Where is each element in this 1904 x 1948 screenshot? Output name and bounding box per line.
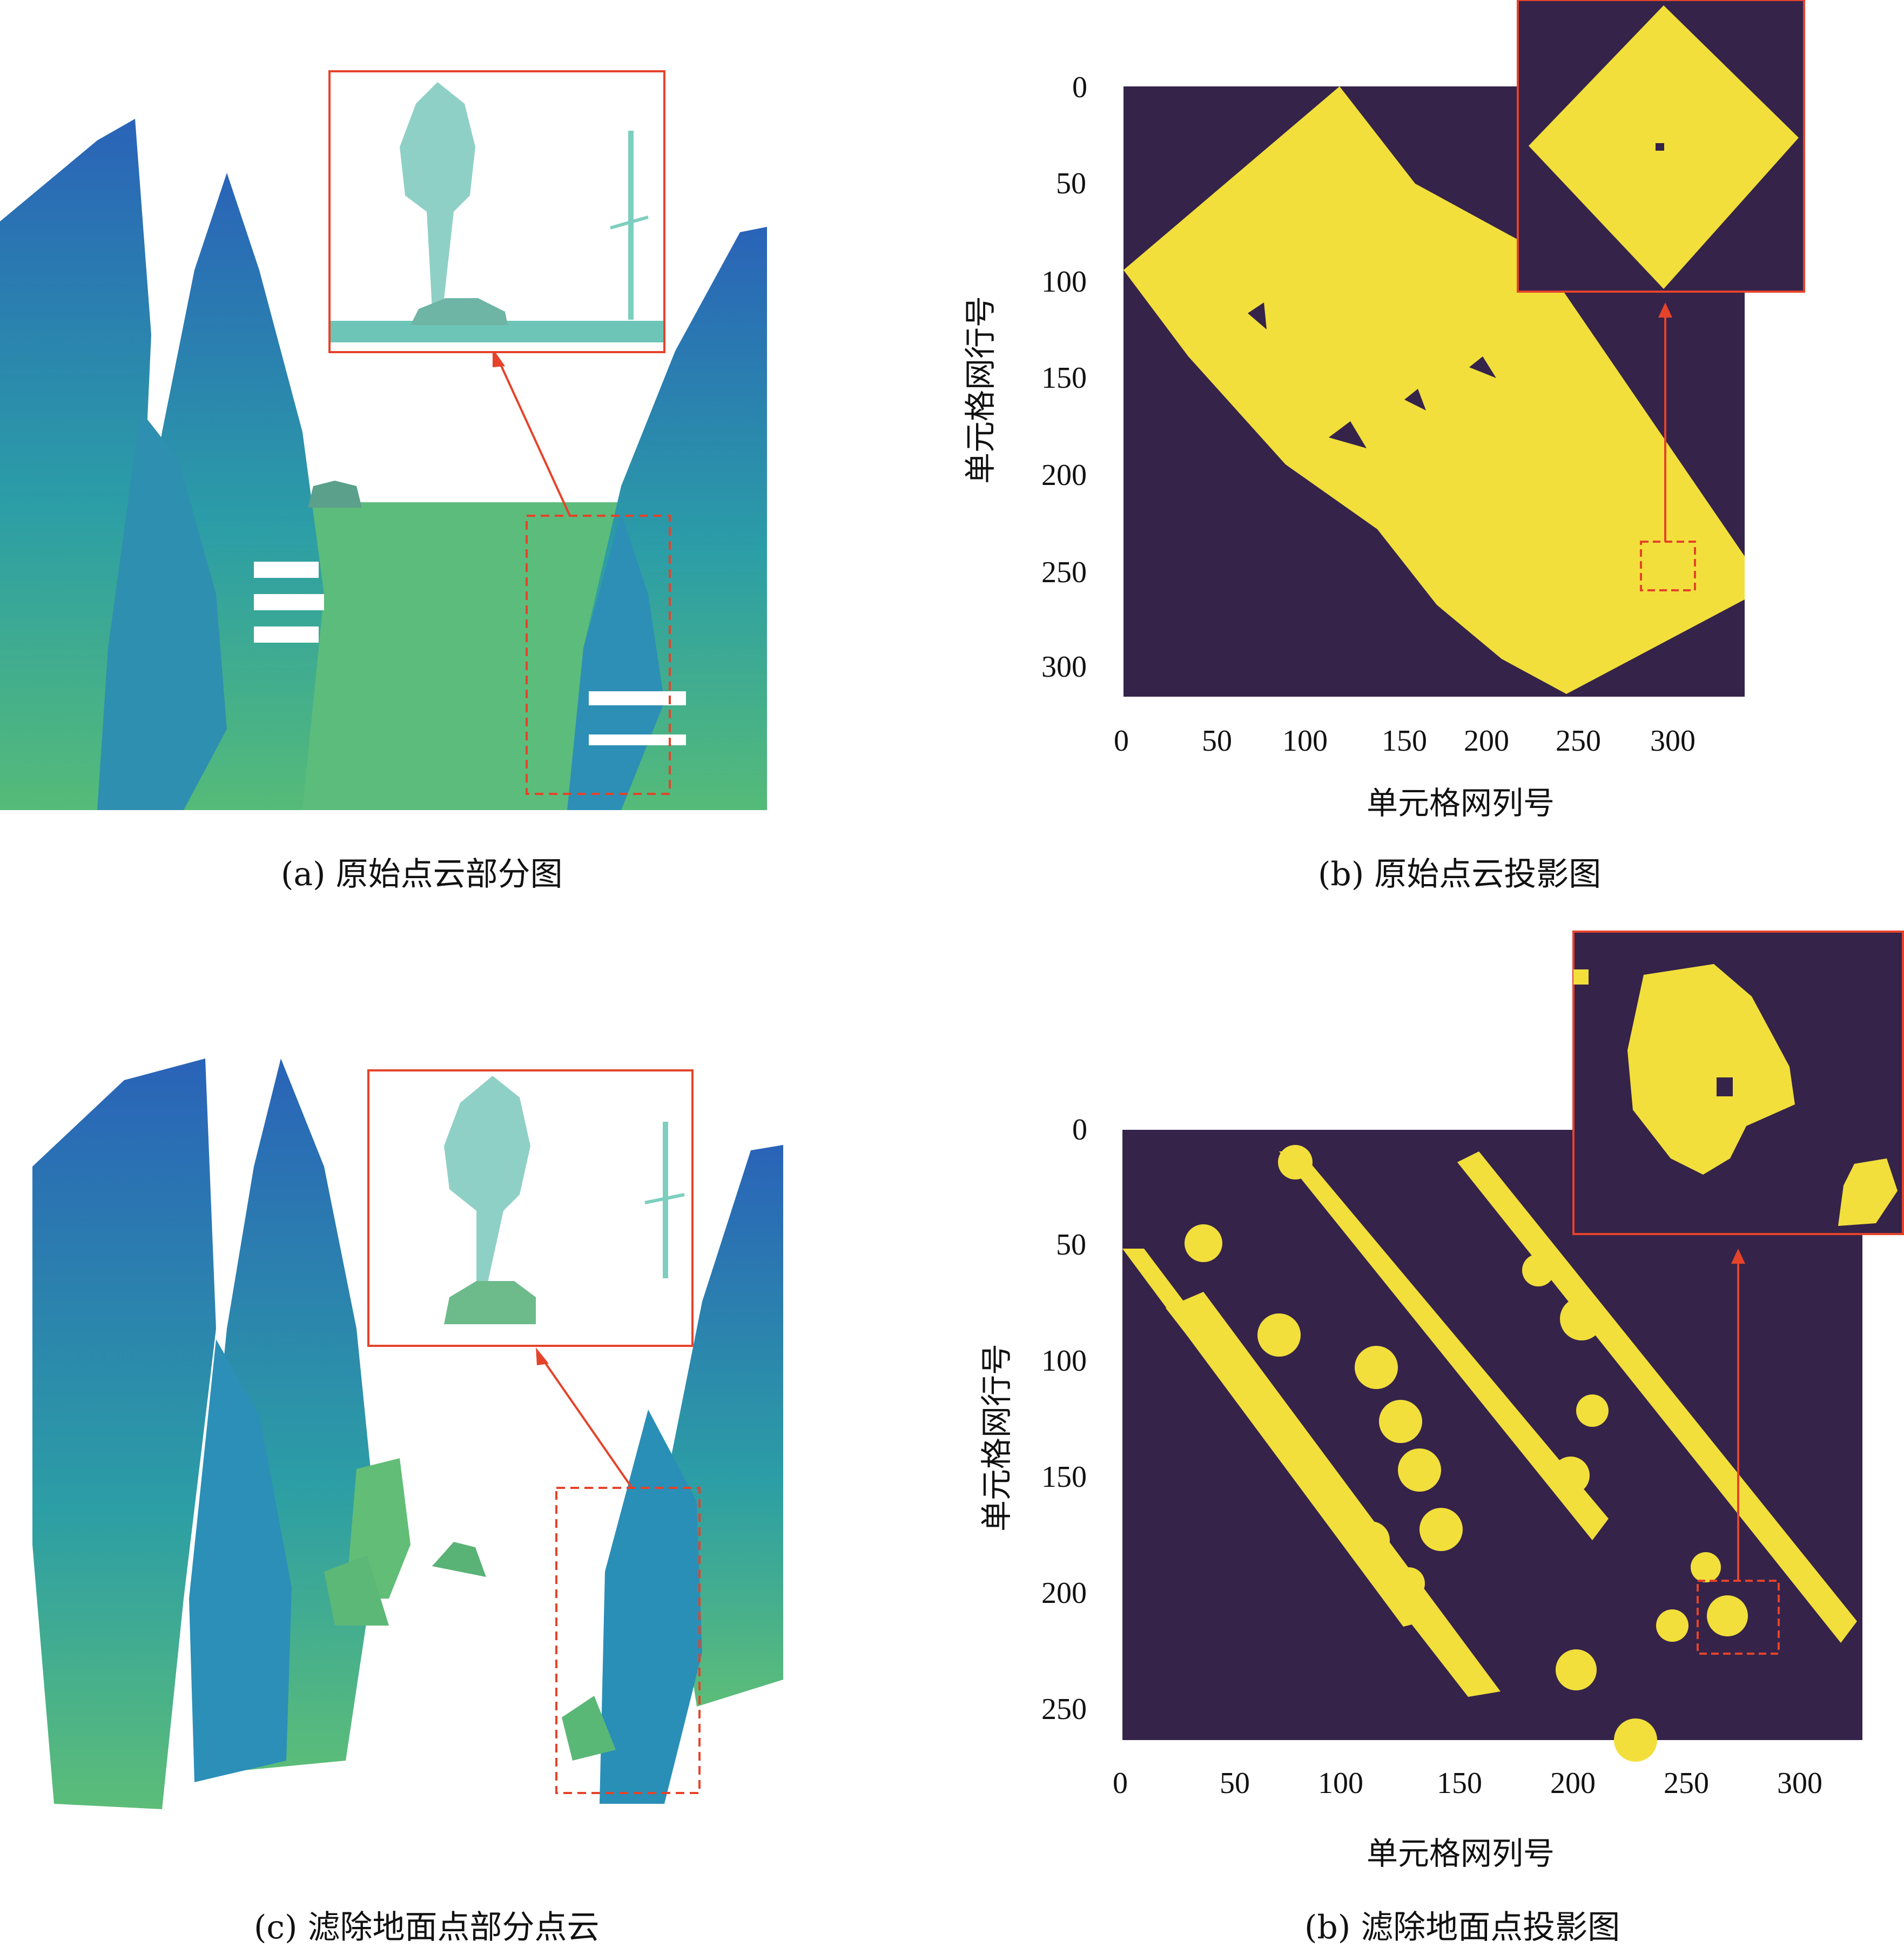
- b2-xtick-50: 50: [1220, 1767, 1250, 1800]
- b1-ytick-50: 50: [1056, 167, 1086, 200]
- inset-filtered-zoom: [367, 1069, 694, 1347]
- heatmap-highlight-box: [1640, 541, 1696, 591]
- b1-xtick-200: 200: [1464, 724, 1509, 758]
- b2-xlabel: 单元格网列号: [1367, 1835, 1555, 1872]
- filtered-car: [432, 1542, 486, 1577]
- b1-xtick-250: 250: [1556, 724, 1601, 758]
- b2-ytick-250: 250: [1041, 1693, 1087, 1726]
- inset-heatmap-original: [1517, 0, 1805, 293]
- b2-xtick-250: 250: [1664, 1767, 1709, 1800]
- strip-right: [1457, 1151, 1857, 1643]
- b1-xtick-0: 0: [1114, 724, 1129, 758]
- heatmap-main-region: [1123, 86, 1745, 694]
- b2-ytick-200: 200: [1041, 1576, 1087, 1610]
- b2-xtick-0: 0: [1113, 1767, 1128, 1800]
- car: [308, 481, 362, 508]
- caption-c: (c) 滤除地面点部分点云: [254, 1909, 600, 1946]
- inset-blob-main: [1627, 964, 1795, 1175]
- point-cloud-original: [0, 119, 767, 810]
- b1-xtick-150: 150: [1382, 724, 1427, 758]
- caption-a: (a) 原始点云部分图: [281, 855, 563, 893]
- b1-xtick-300: 300: [1650, 724, 1696, 758]
- b1-ytick-200: 200: [1041, 459, 1087, 492]
- b2-ytick-50: 50: [1056, 1228, 1086, 1262]
- inset-filtered-car: [444, 1281, 536, 1324]
- caption-b2: (b) 滤除地面点投影图: [1304, 1909, 1620, 1946]
- b2-xtick-150: 150: [1437, 1767, 1482, 1800]
- caption-b1: (b) 原始点云投影图: [1318, 855, 1602, 893]
- b1-ytick-100: 100: [1041, 265, 1087, 299]
- filtered-object-2: [324, 1555, 389, 1626]
- b1-ytick-300: 300: [1041, 650, 1087, 684]
- b1-ylabel: 单元格网行号: [962, 296, 999, 484]
- filtered-tree-left: [32, 1059, 216, 1809]
- b2-xtick-100: 100: [1318, 1767, 1363, 1800]
- strip-mid: [1279, 1151, 1609, 1540]
- b1-xtick-100: 100: [1282, 724, 1328, 758]
- b1-xtick-50: 50: [1202, 724, 1232, 758]
- b2-ytick-150: 150: [1041, 1460, 1087, 1494]
- inset-heatmap-filtered: [1572, 931, 1904, 1235]
- b1-ytick-150: 150: [1041, 361, 1087, 395]
- highlight-box: [526, 515, 671, 795]
- b1-ytick-0: 0: [1072, 71, 1087, 104]
- b2-xtick-300: 300: [1777, 1767, 1822, 1800]
- inset-tree: [400, 82, 475, 309]
- inset-pole: [628, 131, 634, 320]
- filtered-highlight-box: [555, 1487, 701, 1794]
- filtered-tree-right-inner: [600, 1410, 702, 1804]
- b1-ytick-250: 250: [1041, 556, 1087, 589]
- point-cloud-filtered: [32, 1059, 783, 1809]
- b2-ytick-100: 100: [1041, 1344, 1087, 1378]
- tree-mid: [97, 410, 227, 810]
- b1-xlabel: 单元格网列号: [1367, 785, 1555, 821]
- inset-blob-corner: [1838, 1158, 1898, 1226]
- inset-original-zoom: [328, 70, 665, 353]
- inset-filtered-tree: [444, 1076, 530, 1297]
- filtered-tree-mid: [189, 1339, 292, 1782]
- b2-ytick-0: 0: [1072, 1113, 1087, 1147]
- filtered-object-3: [562, 1696, 616, 1761]
- inset-car: [411, 298, 508, 325]
- b2-xtick-200: 200: [1550, 1767, 1596, 1800]
- b2-ylabel: 单元格网行号: [978, 1344, 1015, 1532]
